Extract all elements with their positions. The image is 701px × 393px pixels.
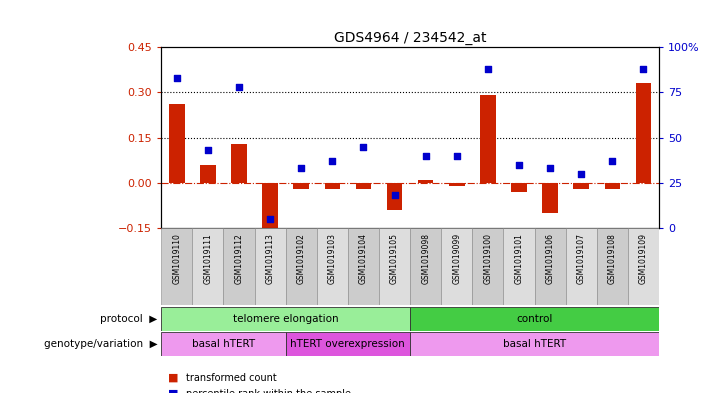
Text: protocol  ▶: protocol ▶ [100,314,158,324]
Bar [200,165,216,183]
Text: genotype/variation  ▶: genotype/variation ▶ [44,339,158,349]
Bar [543,183,558,213]
Point [264,216,275,222]
Point [545,165,556,171]
Bar [355,183,372,189]
Bar [231,143,247,183]
Bar [387,183,402,210]
Point [606,158,618,164]
Bar [472,228,503,305]
Bar [503,228,534,305]
Bar [604,183,620,189]
Text: telomere elongation: telomere elongation [233,314,339,324]
Text: GSM1019098: GSM1019098 [421,233,430,284]
Bar [294,183,309,189]
Point [233,84,245,90]
Point [638,66,649,72]
Text: GSM1019103: GSM1019103 [328,233,336,284]
Bar [573,183,589,189]
Point [171,75,182,81]
Text: GSM1019099: GSM1019099 [452,233,461,285]
Text: GSM1019113: GSM1019113 [266,233,275,284]
Point [451,152,463,159]
Point [358,143,369,150]
Title: GDS4964 / 234542_at: GDS4964 / 234542_at [334,31,486,45]
Bar [161,332,286,356]
Text: GSM1019100: GSM1019100 [484,233,492,284]
Bar [628,228,659,305]
Text: GSM1019107: GSM1019107 [577,233,585,284]
Text: GSM1019104: GSM1019104 [359,233,368,284]
Bar [511,183,526,192]
Text: percentile rank within the sample: percentile rank within the sample [186,389,350,393]
Text: GSM1019108: GSM1019108 [608,233,617,284]
Bar [286,332,410,356]
Bar [286,228,317,305]
Bar [325,183,340,189]
Point [482,66,494,72]
Text: GSM1019112: GSM1019112 [235,233,243,284]
Bar [534,228,566,305]
Bar [254,228,286,305]
Point [420,152,431,159]
Point [296,165,307,171]
Text: basal hTERT: basal hTERT [503,339,566,349]
Bar [317,228,348,305]
Text: ■: ■ [168,373,179,383]
Bar [418,180,433,183]
Bar [169,105,184,183]
Bar [410,228,441,305]
Bar [449,183,465,186]
Bar [597,228,628,305]
Text: control: control [517,314,552,324]
Point [327,158,338,164]
Text: GSM1019105: GSM1019105 [390,233,399,284]
Bar [224,228,254,305]
Text: GSM1019102: GSM1019102 [297,233,306,284]
Text: transformed count: transformed count [186,373,276,383]
Text: GSM1019110: GSM1019110 [172,233,182,284]
Bar [161,307,410,331]
Bar [192,228,224,305]
Point [389,192,400,198]
Bar [410,307,659,331]
Bar [480,95,496,183]
Point [513,162,524,168]
Bar [348,228,379,305]
Bar [566,228,597,305]
Text: GSM1019106: GSM1019106 [545,233,554,284]
Text: GSM1019101: GSM1019101 [515,233,524,284]
Bar [441,228,472,305]
Point [576,171,587,177]
Bar [262,183,278,240]
Bar [161,228,192,305]
Bar [410,332,659,356]
Text: GSM1019109: GSM1019109 [639,233,648,284]
Text: ■: ■ [168,389,179,393]
Text: GSM1019111: GSM1019111 [203,233,212,284]
Text: basal hTERT: basal hTERT [192,339,255,349]
Text: hTERT overexpression: hTERT overexpression [290,339,405,349]
Bar [636,83,651,183]
Bar [379,228,410,305]
Point [203,147,214,153]
